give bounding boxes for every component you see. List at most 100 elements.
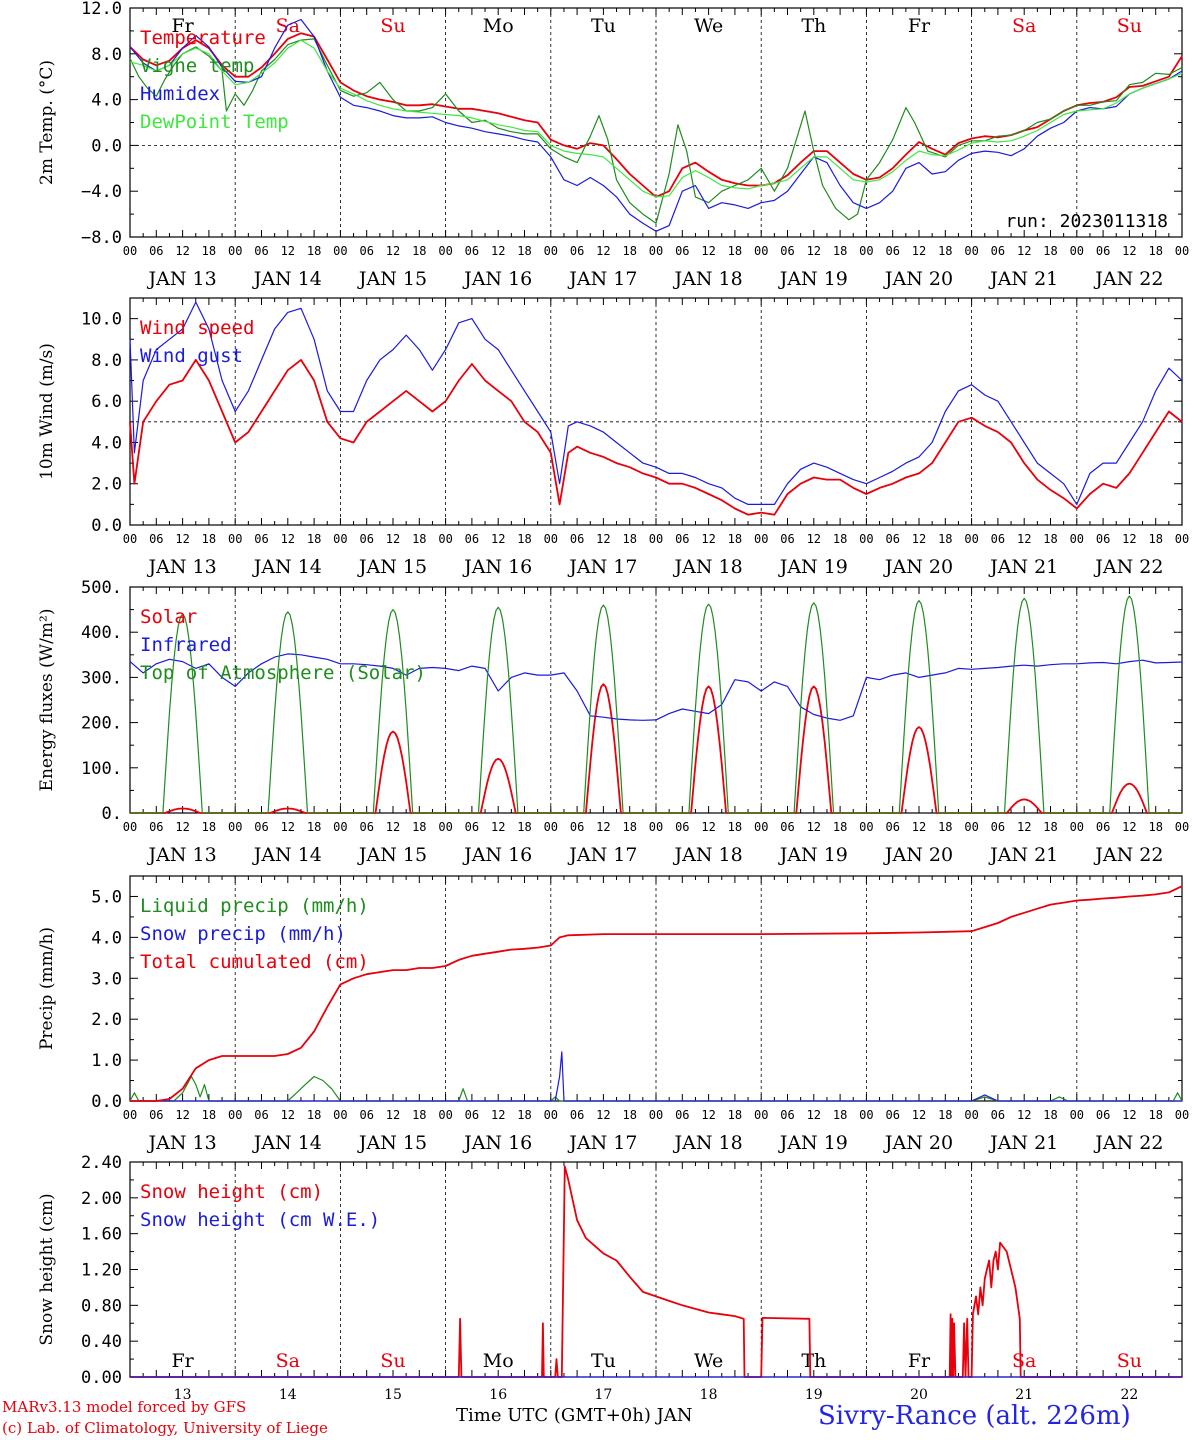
y-tick-label: 0.80 — [81, 1296, 122, 1316]
x-hour-label: 00 — [1175, 244, 1189, 258]
x-date-label: JAN 16 — [462, 1132, 532, 1154]
x-hour-label: 12 — [1017, 532, 1031, 546]
weekday-label: Fr — [908, 1350, 931, 1372]
x-hour-label: 18 — [517, 1108, 531, 1122]
x-hour-label: 00 — [649, 820, 663, 834]
x-hour-label: 18 — [202, 820, 216, 834]
x-hour-label: 06 — [1096, 820, 1110, 834]
weekday-label: We — [694, 15, 723, 37]
weekday-label: Fr — [171, 15, 194, 37]
x-hour-label: 00 — [964, 244, 978, 258]
x-hour-label: 18 — [833, 244, 847, 258]
weekday-label: Fr — [908, 15, 931, 37]
x-hour-label: 00 — [649, 1108, 663, 1122]
x-hour-label: 12 — [386, 1108, 400, 1122]
x-hour-label: 12 — [596, 244, 610, 258]
y-axis-label: 2m Temp. (°C) — [37, 60, 57, 185]
x-hour-label: 12 — [807, 820, 821, 834]
x-hour-label: 00 — [859, 820, 873, 834]
x-hour-label: 06 — [675, 244, 689, 258]
legend-entry: Liquid precip (mm/h) — [140, 895, 369, 917]
x-hour-label: 18 — [202, 244, 216, 258]
y-tick-label: 0.0 — [91, 1092, 122, 1112]
x-hour-label: 12 — [175, 244, 189, 258]
x-hour-label: 06 — [1096, 244, 1110, 258]
legend-entry: Vigne temp — [140, 55, 254, 77]
x-hour-label: 00 — [123, 532, 137, 546]
weekday-label: Tu — [591, 1350, 616, 1372]
x-hour-label: 12 — [386, 532, 400, 546]
x-hour-label: 06 — [359, 820, 373, 834]
x-hour-label: 18 — [728, 1108, 742, 1122]
x-hour-label: 06 — [675, 1108, 689, 1122]
x-hour-label: 00 — [544, 1108, 558, 1122]
x-hour-label: 12 — [386, 244, 400, 258]
x-hour-label: 06 — [359, 1108, 373, 1122]
x-hour-label: 12 — [596, 820, 610, 834]
x-hour-label: 12 — [596, 1108, 610, 1122]
y-tick-label: 2.40 — [81, 1153, 122, 1173]
x-hour-label: 06 — [359, 532, 373, 546]
weekday-label: Su — [1117, 15, 1142, 37]
x-date-label: JAN 15 — [357, 556, 427, 578]
x-hour-label: 06 — [465, 532, 479, 546]
x-hour-label: 18 — [1148, 1108, 1162, 1122]
x-hour-label: 12 — [701, 244, 715, 258]
x-hour-label: 00 — [964, 820, 978, 834]
x-hour-label: 18 — [938, 532, 952, 546]
x-hour-label: 06 — [465, 244, 479, 258]
y-tick-label: 0. — [102, 804, 122, 824]
x-hour-label: 12 — [807, 1108, 821, 1122]
legend-entry: Wind gust — [140, 345, 243, 367]
x-hour-label: 12 — [1017, 244, 1031, 258]
x-hour-label: 06 — [675, 820, 689, 834]
x-hour-label: 00 — [859, 1108, 873, 1122]
x-hour-label: 18 — [1043, 532, 1057, 546]
weekday-label: Th — [801, 15, 826, 37]
x-hour-label: 18 — [1148, 244, 1162, 258]
x-hour-label: 06 — [254, 1108, 268, 1122]
x-date-label: JAN 15 — [357, 1132, 427, 1154]
weekday-label: Fr — [171, 1350, 194, 1372]
x-hour-label: 06 — [885, 532, 899, 546]
x-day-number: 15 — [384, 1387, 402, 1400]
x-hour-label: 00 — [333, 1108, 347, 1122]
x-day-number: 21 — [1015, 1387, 1033, 1400]
x-date-label: JAN 17 — [567, 1132, 637, 1154]
x-hour-label: 12 — [701, 532, 715, 546]
x-date-label: JAN 22 — [1093, 1132, 1163, 1154]
x-date-label: JAN 17 — [567, 556, 637, 578]
x-hour-label: 00 — [333, 532, 347, 546]
x-date-label: JAN 18 — [673, 268, 743, 290]
x-hour-label: 18 — [412, 244, 426, 258]
x-date-label: JAN 22 — [1093, 844, 1163, 866]
x-date-label: JAN 21 — [988, 556, 1058, 578]
x-hour-label: 12 — [175, 820, 189, 834]
y-tick-label: 2.0 — [91, 1010, 122, 1030]
x-axis-title: Time UTC (GMT+0h) JAN — [456, 1405, 693, 1426]
x-hour-label: 18 — [622, 244, 636, 258]
x-hour-label: 00 — [754, 244, 768, 258]
x-hour-label: 06 — [359, 244, 373, 258]
y-tick-label: 12.0 — [81, 0, 122, 19]
x-hour-label: 12 — [491, 1108, 505, 1122]
x-hour-label: 12 — [912, 820, 926, 834]
x-hour-label: 06 — [780, 244, 794, 258]
y-tick-label: 1.0 — [91, 1051, 122, 1071]
x-hour-label: 00 — [754, 820, 768, 834]
weekday-label: Th — [801, 1350, 826, 1372]
x-hour-label: 18 — [833, 1108, 847, 1122]
x-hour-label: 00 — [438, 244, 452, 258]
x-hour-label: 18 — [728, 244, 742, 258]
x-date-label: JAN 13 — [147, 844, 217, 866]
x-hour-label: 18 — [412, 1108, 426, 1122]
x-hour-label: 18 — [728, 820, 742, 834]
x-hour-label: 12 — [807, 532, 821, 546]
x-hour-label: 12 — [807, 244, 821, 258]
x-hour-label: 12 — [1122, 820, 1136, 834]
x-date-label: JAN 18 — [673, 556, 743, 578]
x-hour-label: 12 — [701, 820, 715, 834]
x-hour-label: 00 — [438, 1108, 452, 1122]
legend-entry: DewPoint Temp — [140, 111, 289, 133]
x-date-label: JAN 19 — [778, 556, 848, 578]
